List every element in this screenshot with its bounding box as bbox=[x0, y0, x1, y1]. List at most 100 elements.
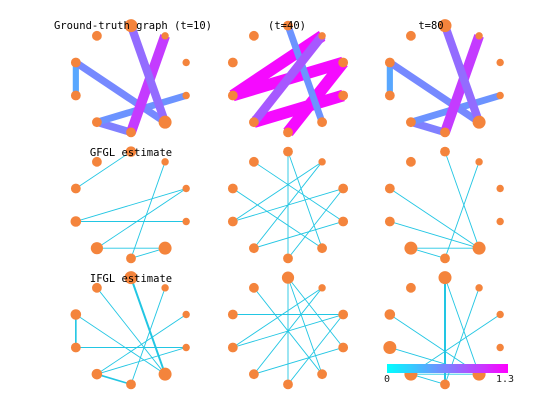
node-r1c0-6 bbox=[90, 242, 104, 255]
node-r1c2-1 bbox=[475, 158, 483, 166]
node-r1c1-5 bbox=[283, 253, 293, 264]
node-r2c1-2 bbox=[338, 309, 349, 320]
node-r2c2-0 bbox=[438, 271, 452, 285]
node-r2c2-7 bbox=[383, 340, 397, 354]
node-r0c0-2 bbox=[182, 58, 190, 67]
edge-r2c1-9-4 bbox=[253, 287, 323, 375]
node-r2c2-8 bbox=[384, 309, 396, 320]
node-r1c2-5 bbox=[440, 253, 450, 264]
edge-r2c1-2-5 bbox=[287, 314, 344, 385]
node-r0c1-6 bbox=[249, 117, 259, 128]
node-r0c2-4 bbox=[472, 115, 486, 129]
node-r2c1-6 bbox=[249, 369, 259, 380]
node-r2c1-1 bbox=[318, 284, 326, 292]
node-r2c1-8 bbox=[227, 309, 238, 320]
node-r2c0-5 bbox=[126, 379, 136, 390]
title-ground-truth-t10: Ground-truth graph (t=10) bbox=[54, 20, 212, 32]
edge-r1c0-0-8 bbox=[75, 151, 132, 189]
edge-r2c2-0-4 bbox=[444, 277, 480, 375]
node-r2c0-8 bbox=[70, 309, 82, 320]
edge-r2c0-8-4 bbox=[75, 314, 166, 375]
node-r1c2-9 bbox=[406, 156, 416, 167]
edge-r1c2-1-5 bbox=[444, 161, 480, 259]
node-r1c0-7 bbox=[70, 216, 82, 227]
edge-r2c1-0-3 bbox=[287, 277, 344, 348]
panel-ifgl-t10 bbox=[70, 271, 190, 390]
edge-r1c1-1-7 bbox=[232, 161, 323, 222]
edge-r1c0-7-2 bbox=[75, 188, 187, 222]
edge-r1c1-9-3 bbox=[253, 161, 344, 222]
node-r0c0-7 bbox=[70, 90, 81, 101]
node-r1c0-9 bbox=[92, 156, 102, 167]
node-r0c0-8 bbox=[70, 57, 81, 68]
node-r0c1-0 bbox=[283, 20, 293, 31]
node-r0c1-2 bbox=[338, 57, 349, 68]
node-r1c0-5 bbox=[126, 253, 136, 264]
node-r2c0-1 bbox=[161, 284, 169, 292]
panel-ground-truth-t10 bbox=[70, 19, 190, 138]
panel-gfgl-t80 bbox=[384, 146, 504, 264]
node-r1c2-8 bbox=[384, 183, 395, 194]
node-r2c2-2 bbox=[496, 310, 504, 319]
node-r1c2-0 bbox=[440, 146, 450, 157]
node-r1c1-7 bbox=[227, 216, 238, 227]
edge-r2c0-9-4 bbox=[96, 287, 166, 375]
colorbar-max-label: 1.3 bbox=[496, 374, 514, 385]
colorbar-min-label: 0 bbox=[384, 374, 390, 385]
node-r0c1-9 bbox=[249, 30, 259, 41]
panel-ground-truth-t40 bbox=[227, 20, 349, 138]
edge-r1c2-7-4 bbox=[389, 221, 480, 249]
node-r2c2-1 bbox=[475, 284, 483, 292]
node-r2c0-0 bbox=[124, 271, 138, 285]
edge-r1c1-2-5 bbox=[287, 188, 344, 259]
node-r0c2-7 bbox=[384, 90, 395, 101]
colorbar-gradient bbox=[387, 364, 508, 373]
edge-r2c0-0-4 bbox=[130, 277, 167, 375]
node-r0c2-2 bbox=[496, 58, 504, 67]
node-r1c2-2 bbox=[496, 184, 504, 193]
edge-r2c1-0-4 bbox=[287, 277, 323, 375]
node-r2c2-9 bbox=[406, 282, 416, 293]
node-r0c1-7 bbox=[227, 90, 238, 101]
edge-r0c1-1-6 bbox=[250, 33, 326, 125]
panel-ifgl-t40 bbox=[227, 271, 349, 390]
edge-r2c0-6-5 bbox=[96, 373, 132, 386]
node-r1c2-4 bbox=[472, 241, 486, 255]
node-r1c1-2 bbox=[338, 183, 349, 194]
edge-r1c1-8-4 bbox=[232, 188, 323, 249]
edge-r0c2-0-4 bbox=[441, 24, 483, 124]
node-r0c0-9 bbox=[92, 30, 102, 41]
node-r2c1-4 bbox=[317, 369, 327, 380]
edge-r1c1-3-6 bbox=[253, 221, 344, 249]
node-r0c1-4 bbox=[317, 117, 327, 128]
node-r2c1-3 bbox=[338, 342, 349, 353]
node-r0c2-9 bbox=[406, 30, 416, 41]
node-r2c1-0 bbox=[281, 271, 295, 284]
edge-r1c1-0-4 bbox=[287, 151, 323, 249]
node-r2c0-6 bbox=[91, 368, 103, 380]
node-r2c1-5 bbox=[283, 379, 293, 390]
edge-r0c0-0-4 bbox=[127, 24, 169, 124]
title-t40: (t=40) bbox=[268, 20, 306, 32]
edge-r2c1-3-6 bbox=[253, 347, 344, 375]
node-r1c0-8 bbox=[70, 183, 81, 194]
node-r1c1-9 bbox=[249, 156, 259, 167]
panel-gfgl-t10 bbox=[70, 146, 190, 264]
node-r1c0-1 bbox=[161, 158, 169, 166]
node-r1c1-6 bbox=[249, 243, 259, 254]
node-r0c2-3 bbox=[496, 91, 504, 100]
node-r2c0-3 bbox=[182, 343, 190, 352]
node-r1c2-6 bbox=[404, 241, 418, 255]
panel-ground-truth-t80 bbox=[384, 19, 504, 138]
node-r0c2-5 bbox=[440, 127, 450, 138]
node-r0c2-8 bbox=[384, 57, 395, 68]
node-r0c1-5 bbox=[283, 127, 293, 138]
node-r2c0-7 bbox=[70, 342, 81, 353]
edge-r0c0-8-4 bbox=[73, 59, 168, 126]
node-r2c2-5 bbox=[440, 379, 450, 390]
node-r1c1-0 bbox=[283, 146, 293, 157]
node-r0c1-1 bbox=[318, 32, 326, 40]
node-r0c0-0 bbox=[124, 19, 138, 33]
title-gfgl-estimate: GFGL estimate bbox=[90, 147, 172, 159]
